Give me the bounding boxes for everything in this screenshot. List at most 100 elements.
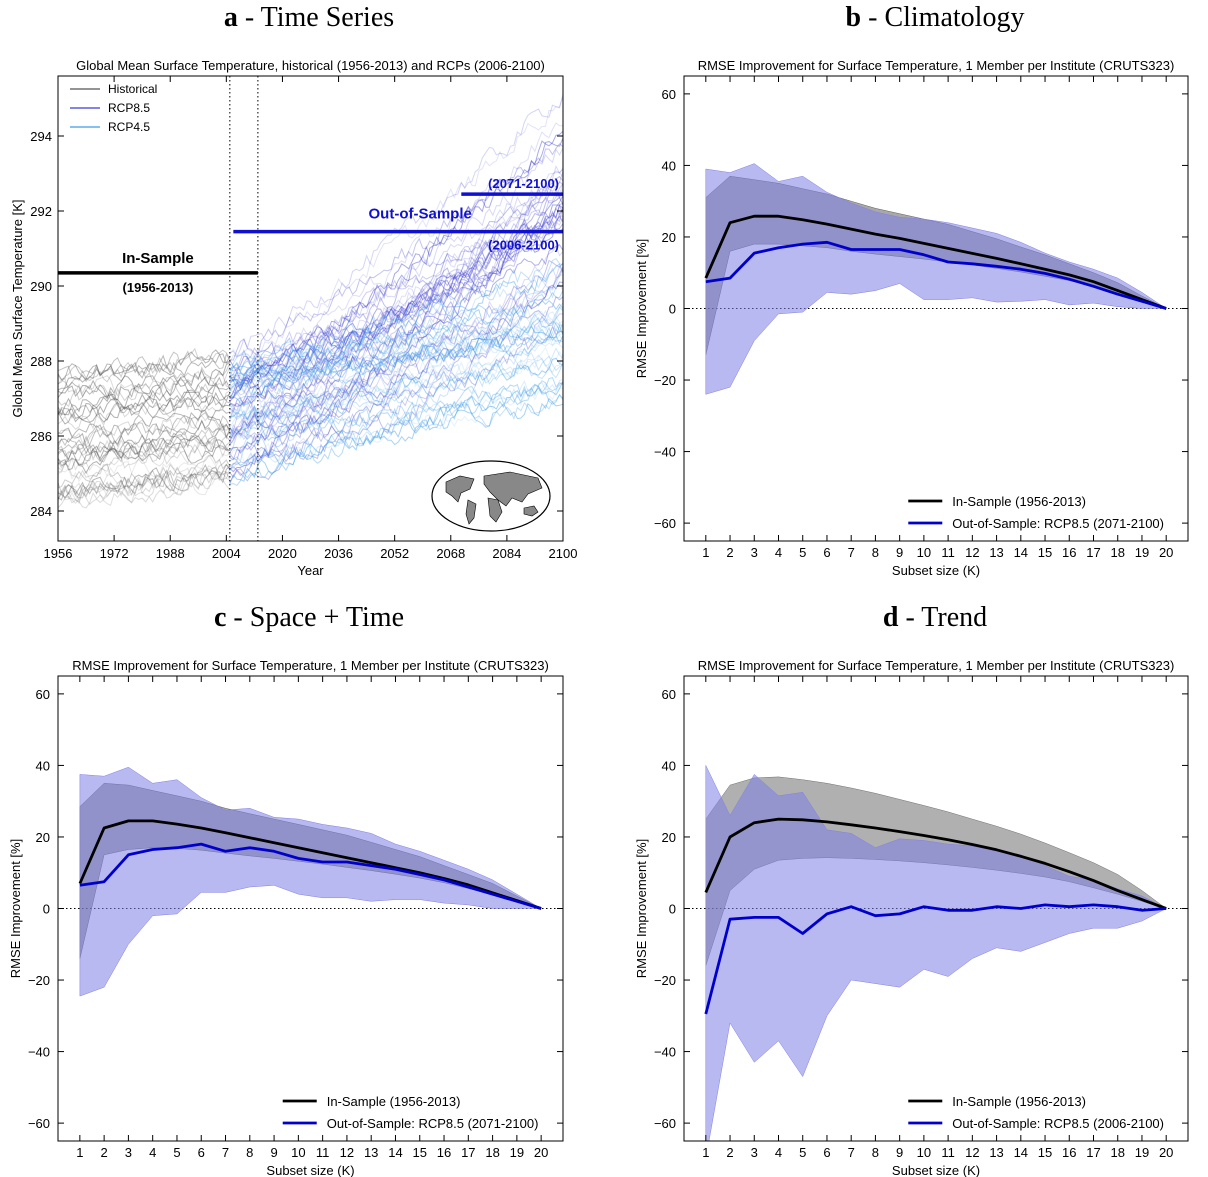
annotation-label: Out-of-Sample xyxy=(369,206,472,223)
legend-entry: RCP4.5 xyxy=(108,120,150,134)
plot-frame xyxy=(57,675,564,1142)
y-tick-label: 20 xyxy=(662,830,676,845)
panel-a-heading: a - Time Series xyxy=(223,2,395,33)
series-line xyxy=(58,394,230,421)
y-tick-label: 0 xyxy=(669,902,676,917)
x-tick-label: 14 xyxy=(1014,545,1028,560)
x-tick-label: 9 xyxy=(896,545,903,560)
series-line xyxy=(229,281,563,454)
series-line xyxy=(58,423,231,463)
chart-d: RMSE Improvement for Surface Temperature… xyxy=(634,658,1189,1177)
x-tick-label: 11 xyxy=(316,1145,330,1160)
series-line xyxy=(229,357,563,427)
series-line xyxy=(704,214,1167,310)
x-tick-label: 2004 xyxy=(212,546,241,561)
series-line xyxy=(58,382,231,418)
series-line xyxy=(229,320,563,423)
series-line xyxy=(229,195,563,473)
series-line xyxy=(229,289,563,379)
series-line xyxy=(229,325,563,484)
series-line xyxy=(229,302,563,396)
series-line xyxy=(229,268,563,440)
series-line xyxy=(229,342,563,429)
x-axis-label-c: Subset size (K) xyxy=(266,1163,354,1177)
series-line xyxy=(229,320,563,387)
annotation-label: In-Sample xyxy=(122,250,194,267)
x-tick-label: 4 xyxy=(149,1145,156,1160)
y-tick-label: −40 xyxy=(654,1045,676,1060)
x-tick-label: 2020 xyxy=(268,546,297,561)
y-tick-label: −20 xyxy=(28,973,50,988)
x-tick-label: 11 xyxy=(941,545,955,560)
y-tick-label: −40 xyxy=(28,1045,50,1060)
x-tick-label: 19 xyxy=(510,1145,524,1160)
series-line xyxy=(229,215,563,378)
series-line xyxy=(58,429,231,465)
x-tick-label: 1988 xyxy=(156,546,185,561)
series-line xyxy=(229,382,563,466)
y-axis-label-b: RMSE Improvement [%] xyxy=(634,239,649,378)
series-line xyxy=(58,375,231,401)
x-tick-label: 9 xyxy=(270,1145,277,1160)
y-tick-label: 292 xyxy=(30,204,52,219)
x-tick-label: 13 xyxy=(364,1145,378,1160)
series-line xyxy=(229,347,563,416)
series-line xyxy=(58,435,231,466)
series-line xyxy=(58,350,231,383)
plot-area-c xyxy=(58,766,563,997)
series-line xyxy=(58,430,231,469)
series-line xyxy=(58,443,231,480)
series-line xyxy=(58,353,231,382)
series-line xyxy=(229,204,563,400)
x-tick-label: 15 xyxy=(413,1145,427,1160)
x-tick-label: 14 xyxy=(1014,1145,1028,1160)
confidence-band xyxy=(705,163,1168,395)
series-line xyxy=(58,349,231,395)
x-tick-label: 14 xyxy=(388,1145,402,1160)
x-tick-label: 3 xyxy=(751,545,758,560)
series-line xyxy=(229,379,563,470)
x-tick-label: 7 xyxy=(222,1145,229,1160)
x-tick-label: 16 xyxy=(1062,1145,1076,1160)
y-tick-label: −40 xyxy=(654,445,676,460)
x-tick-label: 10 xyxy=(917,545,931,560)
series-line xyxy=(58,391,231,425)
series-line xyxy=(229,295,563,479)
series-line xyxy=(229,299,563,377)
series-line xyxy=(58,467,231,506)
series-line xyxy=(58,414,231,451)
series-line xyxy=(58,470,231,504)
series-line xyxy=(229,227,563,383)
x-tick-label: 10 xyxy=(917,1145,931,1160)
y-tick-label: 40 xyxy=(662,158,676,173)
x-tick-label: 5 xyxy=(799,1145,806,1160)
y-tick-label: −20 xyxy=(654,973,676,988)
series-line xyxy=(229,196,563,446)
x-tick-label: 1 xyxy=(702,545,709,560)
x-tick-label: 13 xyxy=(989,545,1003,560)
y-tick-label: 288 xyxy=(30,354,52,369)
series-historical xyxy=(58,347,231,509)
y-tick-label: 0 xyxy=(43,902,50,917)
series-line xyxy=(229,204,563,399)
x-axis-label-a: Year xyxy=(297,563,324,578)
y-tick-label: −60 xyxy=(654,1116,676,1131)
x-tick-label: 1 xyxy=(702,1145,709,1160)
y-tick-label: 60 xyxy=(662,687,676,702)
series-line xyxy=(229,122,563,388)
series-line xyxy=(58,390,231,430)
chart-b: RMSE Improvement for Surface Temperature… xyxy=(634,58,1189,578)
y-tick-label: −20 xyxy=(654,373,676,388)
series-line xyxy=(229,203,563,407)
series-line xyxy=(229,219,563,384)
x-tick-label: 12 xyxy=(965,545,979,560)
plot-area-b xyxy=(684,163,1188,395)
series-line xyxy=(58,438,231,472)
series-line xyxy=(229,376,563,487)
legend-entry: Historical xyxy=(108,82,157,96)
x-axis-label-d: Subset size (K) xyxy=(892,1163,980,1177)
plot-frame xyxy=(683,75,1189,542)
y-tick-label: 0 xyxy=(669,302,676,317)
x-tick-label: 20 xyxy=(1159,545,1173,560)
